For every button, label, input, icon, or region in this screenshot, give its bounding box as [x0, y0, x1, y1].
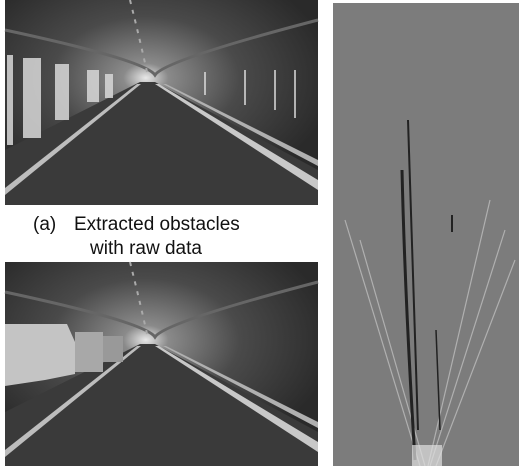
depth-map — [333, 3, 519, 466]
caption-label: (a) — [33, 214, 56, 235]
caption-line: Extracted obstacles — [74, 214, 240, 235]
extracted-obstacles-image — [5, 262, 318, 466]
caption-line: with raw data — [89, 238, 202, 259]
raw-data-image — [5, 0, 318, 205]
figure: (a) Extracted obstacles with raw data — [0, 0, 519, 466]
caption: (a) Extracted obstacles with raw data — [33, 214, 240, 259]
